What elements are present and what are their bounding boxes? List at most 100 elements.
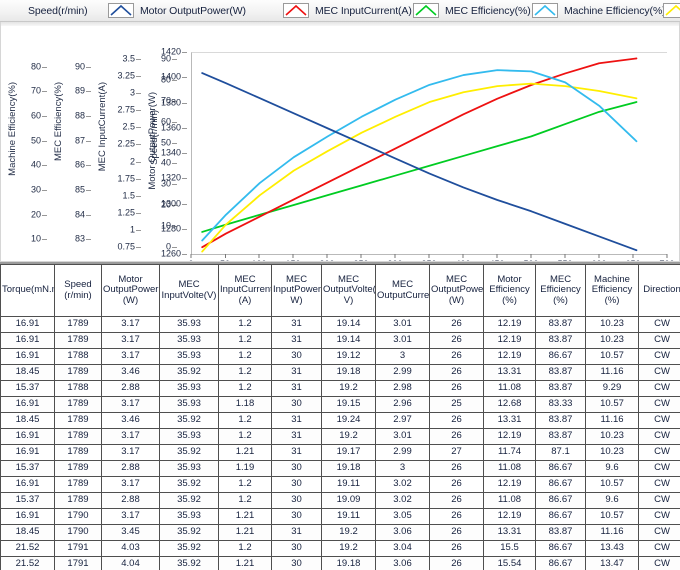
table-body: 16.91 1789 3.17 35.93 1.2 31 19.14 3.01 26 12.19 8…: [0, 316, 680, 570]
table-cell: 1789: [54, 412, 102, 429]
table-row[interactable]: 16.91 1789 3.17 35.92 1.2 30 19.11 3.02 26 12.19 8…: [0, 476, 680, 493]
table-cell: CW: [638, 396, 680, 413]
table-header-cell[interactable]: Speed (r/min): [54, 264, 102, 317]
machine-efficiency-axis: Machine Efficiency(%)1020304050607080: [1, 22, 47, 261]
speed-axis-tick: 1340: [161, 148, 187, 158]
machine-efficiency-axis-tick: 80: [31, 62, 47, 71]
mec-efficiency-axis-tick: 83: [75, 234, 91, 244]
legend-item-speed-series[interactable]: Speed(r/min): [28, 2, 88, 20]
x-tick: 300: [387, 254, 403, 261]
table-cell: 30: [271, 508, 322, 525]
table-header-cell[interactable]: Torque(mN.m): [0, 264, 55, 317]
table-cell: 87.1: [535, 444, 586, 461]
table-row[interactable]: 16.91 1789 3.17 35.93 1.2 31 19.14 3.01 26 12.19 8…: [0, 332, 680, 349]
plot-lines: [192, 53, 667, 254]
table-header-cell[interactable]: MEC OutputVolte( V): [321, 264, 376, 317]
table-cell: 1.2: [218, 476, 272, 493]
table-row[interactable]: 16.91 1789 3.17 35.93 1.2 31 19.14 3.01 26 12.19 8…: [0, 316, 680, 333]
table-cell: 83.87: [535, 380, 586, 397]
table-cell: 13.43: [585, 540, 639, 557]
table-cell: 12.19: [483, 476, 536, 493]
table-row[interactable]: 15.37 1789 2.88 35.93 1.19 30 19.18 3 26 11.08 86.…: [0, 460, 680, 477]
machine-efficiency-axis-tick: 20: [31, 210, 47, 219]
mec-input-current-axis-tick: 3: [130, 88, 141, 98]
table-cell: 3.06: [375, 556, 430, 570]
legend-item-mec-efficiency-series[interactable]: MEC Efficiency(%): [413, 2, 531, 20]
table-cell: 30: [271, 492, 322, 509]
table-row[interactable]: 21.52 1791 4.03 35.92 1.2 30 19.2 3.04 26 15.5 86.…: [0, 540, 680, 557]
table-cell: 12.19: [483, 332, 536, 349]
table-cell: 1788: [54, 348, 102, 365]
machine-efficiency-axis-tick: 10: [31, 234, 47, 244]
table-cell: 19.2: [321, 380, 376, 397]
legend-item-motor-efficiency-series[interactable]: [663, 2, 680, 20]
table-cell: 10.23: [585, 316, 639, 333]
table-cell: 2.99: [375, 444, 430, 461]
table-row[interactable]: 16.91 1789 3.17 35.93 1.18 30 19.15 2.96 25 12.68…: [0, 396, 680, 413]
table-cell: 19.18: [321, 460, 376, 477]
table-header-cell[interactable]: MEC OutputPower (W): [429, 264, 484, 317]
table-header-cell[interactable]: Motor OutputPower (W): [101, 264, 160, 317]
legend-item-mec-input-current-series[interactable]: MEC InputCurrent(A): [283, 2, 412, 20]
table-cell: 1.18: [218, 396, 272, 413]
table-cell: CW: [638, 444, 680, 461]
table-cell: 30: [271, 460, 322, 477]
table-row[interactable]: 15.37 1788 2.88 35.93 1.2 31 19.2 2.98 26 11.08 83…: [0, 380, 680, 397]
table-header-cell[interactable]: Motor Efficiency (%): [483, 264, 536, 317]
data-table-container[interactable]: Torque(mN.m)Speed (r/min)Motor OutputPow…: [0, 262, 680, 570]
table-row[interactable]: 16.91 1790 3.17 35.93 1.21 30 19.11 3.05 26 12.19…: [0, 508, 680, 525]
mec-input-current-axis-tick: 2: [130, 157, 141, 166]
table-row[interactable]: 21.52 1791 4.04 35.92 1.21 30 19.18 3.06 26 15.54…: [0, 556, 680, 570]
table-header-cell[interactable]: MEC OutputCurrent(A): [375, 264, 430, 317]
table-row[interactable]: 15.37 1789 2.88 35.92 1.2 30 19.09 3.02 26 11.08 8…: [0, 492, 680, 509]
table-header-cell[interactable]: Direction: [638, 264, 680, 317]
legend-item-motor-output-power-series[interactable]: Motor OutputPower(W): [108, 2, 246, 20]
table-cell: 83.33: [535, 396, 586, 413]
table-cell: 1788: [54, 380, 102, 397]
legend-item-machine-efficiency-series[interactable]: Machine Efficiency(%): [532, 2, 666, 20]
table-row[interactable]: 16.91 1789 3.17 35.93 1.2 31 19.2 3.01 26 12.19 83…: [0, 428, 680, 445]
table-row[interactable]: 18.45 1790 3.45 35.92 1.21 31 19.2 3.06 26 13.31 8…: [0, 524, 680, 541]
machine-efficiency-axis-tick: 60: [31, 111, 47, 121]
table-cell: 11.16: [585, 524, 639, 541]
table-cell: 1.21: [218, 524, 272, 541]
table-row[interactable]: 16.91 1789 3.17 35.92 1.21 31 19.17 2.99 27 11.74…: [0, 444, 680, 461]
motor-outputpower-axis-tick: 0: [166, 242, 177, 251]
x-tick: 50: [220, 254, 230, 261]
x-tick: 700: [659, 254, 675, 261]
table-cell: 31: [271, 412, 322, 429]
table-cell: 1790: [54, 524, 102, 541]
table-header-cell[interactable]: MEC InputCurrent (A): [218, 264, 272, 317]
table-cell: CW: [638, 508, 680, 525]
table-cell: CW: [638, 428, 680, 445]
table-cell: 31: [271, 524, 322, 541]
table-cell: 2.99: [375, 364, 430, 381]
table-cell: 35.93: [159, 316, 219, 333]
table-row[interactable]: 18.45 1789 3.46 35.92 1.2 31 19.24 2.97 26 13.31 8…: [0, 412, 680, 429]
table-cell: 16.91: [0, 348, 55, 365]
table-row[interactable]: 16.91 1788 3.17 35.93 1.2 30 19.12 3 26 12.19 86.6…: [0, 348, 680, 365]
table-cell: 26: [429, 476, 484, 493]
table-cell: 18.45: [0, 412, 55, 429]
table-header-cell[interactable]: MEC InputPower( W): [271, 264, 322, 317]
x-tick: 350: [421, 254, 437, 261]
motor-outputpower-axis-tick: 60: [161, 117, 177, 126]
table-cell: 1.2: [218, 412, 272, 429]
motor-outputpower-axis-tick: 90: [161, 54, 177, 64]
table-cell: 2.88: [101, 492, 160, 509]
table-cell: CW: [638, 460, 680, 477]
table-header-cell[interactable]: Machine Efficiency (%): [585, 264, 639, 317]
mec-input-current-axis-tick: 1.5: [122, 191, 141, 200]
table-cell: 25: [429, 396, 484, 413]
table-cell: 13.47: [585, 556, 639, 570]
table-row[interactable]: 18.45 1789 3.46 35.92 1.2 31 19.18 2.99 26 13.31 8…: [0, 364, 680, 381]
table-cell: 16.91: [0, 476, 55, 493]
table-cell: 10.57: [585, 508, 639, 525]
table-cell: 15.37: [0, 380, 55, 397]
table-cell: 10.23: [585, 444, 639, 461]
table-cell: 18.45: [0, 364, 55, 381]
table-header-cell[interactable]: MEC InputVolte(V): [159, 264, 219, 317]
table-cell: 3.17: [101, 428, 160, 445]
table-header-cell[interactable]: MEC Efficiency (%): [535, 264, 586, 317]
table-cell: 4.03: [101, 540, 160, 557]
